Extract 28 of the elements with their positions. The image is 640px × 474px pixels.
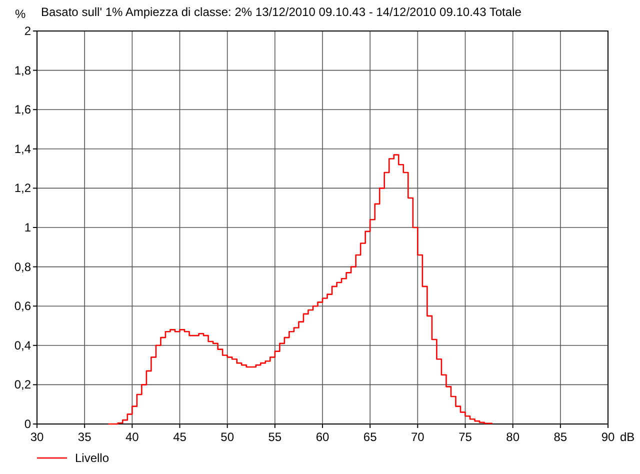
y-tick-label: 0,2 (14, 378, 32, 392)
x-tick-label: 30 (30, 430, 44, 444)
x-axis-title: dB (620, 430, 635, 444)
y-tick-label: 0,4 (14, 338, 32, 352)
x-tick-label: 80 (506, 430, 520, 444)
y-tick-label: 1,8 (14, 63, 32, 78)
x-tick-label: 75 (458, 430, 472, 444)
x-tick-label: 85 (554, 430, 568, 444)
x-tick-label: 65 (363, 430, 378, 444)
x-tick-label: 60 (316, 430, 330, 444)
chart-title: Basato sull' 1% Ampiezza di classe: 2% 13/12/2010 09.10.43 - 14/12/2010 09.10.43 Totale (41, 5, 522, 19)
y-tick-label: 1,4 (14, 142, 32, 156)
legend-label: Livello (75, 451, 110, 465)
y-tick-label: 1,2 (14, 181, 32, 196)
x-tick-label: 50 (220, 430, 234, 444)
y-axis-title: % (15, 7, 26, 21)
x-tick-label: 55 (268, 430, 282, 444)
y-tick-label: 0,8 (14, 260, 32, 274)
x-tick-label: 35 (78, 430, 92, 444)
y-tick-label: 0,6 (14, 299, 32, 314)
x-tick-label: 70 (410, 430, 425, 444)
y-tick-label: 1,6 (14, 102, 32, 117)
x-tick-label: 45 (173, 430, 187, 444)
x-tick-label: 90 (601, 430, 615, 444)
x-tick-label: 40 (125, 430, 140, 444)
y-tick-label: 2 (24, 24, 32, 38)
y-tick-label: 1 (24, 220, 32, 234)
y-tick-label: 0 (24, 417, 32, 431)
